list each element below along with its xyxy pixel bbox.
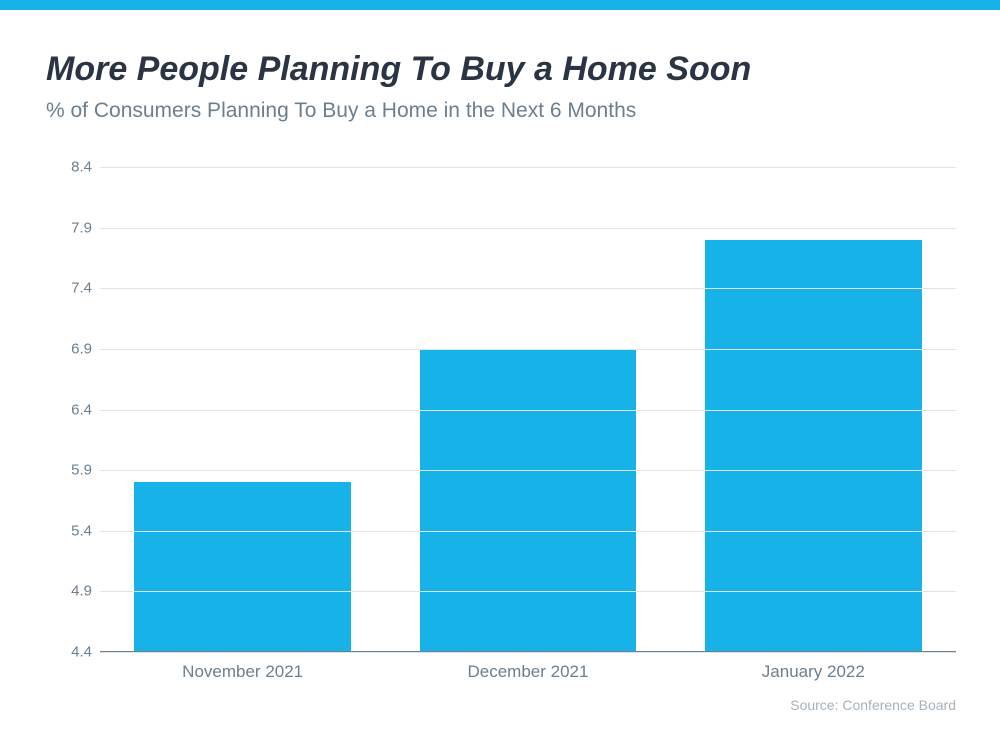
plot-area [100, 167, 956, 652]
bar [420, 349, 637, 652]
y-tick-label: 8.4 [71, 159, 92, 176]
bar [134, 482, 351, 652]
y-tick-label: 7.4 [71, 280, 92, 297]
bar [705, 240, 922, 652]
chart-container: More People Planning To Buy a Home Soon … [0, 10, 1000, 687]
chart-area: 4.44.95.45.96.46.97.47.98.4 November 202… [46, 167, 956, 687]
grid-line [100, 228, 956, 229]
y-axis: 4.44.95.45.96.46.97.47.98.4 [46, 167, 100, 652]
y-tick-label: 5.9 [71, 462, 92, 479]
source-text: Source: Conference Board [790, 697, 956, 713]
y-tick-label: 7.9 [71, 219, 92, 236]
x-axis-labels: November 2021December 2021January 2022 [100, 662, 956, 682]
chart-title: More People Planning To Buy a Home Soon [46, 50, 954, 89]
grid-line [100, 591, 956, 592]
grid-line [100, 652, 956, 653]
accent-bar [0, 0, 1000, 10]
y-tick-label: 4.4 [71, 644, 92, 661]
x-tick-label: December 2021 [385, 662, 670, 682]
grid-line [100, 470, 956, 471]
grid-line [100, 349, 956, 350]
chart-subtitle: % of Consumers Planning To Buy a Home in… [46, 99, 954, 123]
y-tick-label: 5.4 [71, 522, 92, 539]
y-tick-label: 6.9 [71, 340, 92, 357]
grid-line [100, 410, 956, 411]
grid-line [100, 167, 956, 168]
grid-line [100, 531, 956, 532]
x-tick-label: January 2022 [671, 662, 956, 682]
x-tick-label: November 2021 [100, 662, 385, 682]
grid-line [100, 288, 956, 289]
y-tick-label: 4.9 [71, 583, 92, 600]
y-tick-label: 6.4 [71, 401, 92, 418]
